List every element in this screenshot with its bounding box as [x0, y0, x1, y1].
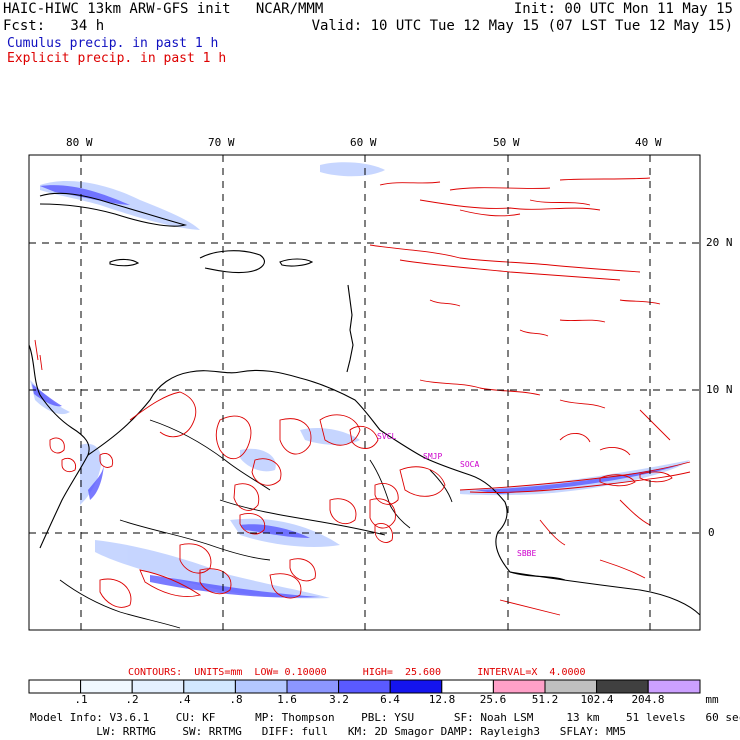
cumulus-legend: Cumulus precip. in past 1 h [7, 36, 219, 51]
colorbar-label-9: 51.2 [531, 693, 559, 706]
cuba-outline [39, 192, 188, 227]
model-info-line1: Model Info: V3.6.1 CU: KF MP: Thompson P… [30, 711, 740, 724]
colorbar-label-11: 204.8 [631, 693, 665, 706]
colorbar-label-10: 102.4 [580, 693, 614, 706]
colorbar-label-0: .1 [74, 693, 88, 706]
colorbar-label-1: .2 [125, 693, 139, 706]
station-sbbe: SBBE [517, 549, 537, 558]
jamaica-outline [109, 258, 140, 267]
colorbar-label-4: 1.6 [277, 693, 297, 706]
south-america-coast [87, 369, 566, 581]
colorbar-box-1 [80, 679, 133, 694]
hispaniola-outline [199, 250, 265, 274]
colorbar-box-8 [441, 679, 494, 694]
model-info-line2: LW: RRTMG SW: RRTMG DIFF: full KM: 2D Sm… [30, 725, 627, 738]
colorbar-box-6 [338, 679, 391, 694]
colorbar-label-5: 3.2 [329, 693, 349, 706]
model-title: HAIC-HIWC 13km ARW-GFS init NCAR/MMM [3, 1, 324, 17]
lat-label-20n: 20 N [706, 236, 733, 249]
valid-time: Valid: 10 UTC Tue 12 May 15 (07 LST Tue … [311, 18, 733, 34]
forecast-hour: Fcst: 34 h [3, 18, 105, 34]
colorbar-box-0 [28, 679, 82, 694]
contour-info: CONTOURS: UNITS=mm LOW= 0.10000 HIGH= 25… [128, 667, 586, 678]
central-america-coast [28, 344, 90, 549]
station-smjp: SMJP [423, 452, 443, 461]
init-time: Init: 00 UTC Mon 11 May 15 [513, 1, 733, 17]
station-soca: SOCA [460, 460, 480, 469]
lon-label-70w: 70 W [208, 136, 235, 149]
graticule [29, 155, 700, 630]
lat-label-10n: 10 N [706, 383, 733, 396]
colorbar-label-8: 25.6 [479, 693, 507, 706]
explicit-precip-contours [34, 177, 691, 616]
colorbar-label-6: 6.4 [380, 693, 400, 706]
station-svcl: SVCL [377, 432, 397, 441]
colorbar-label-7: 12.8 [428, 693, 456, 706]
colorbar-label-2: .4 [177, 693, 191, 706]
colorbar-box-3 [183, 679, 236, 694]
colorbar-box-7 [389, 679, 443, 694]
colorbar-box-11 [596, 679, 649, 694]
colorbar-box-2 [131, 679, 185, 694]
lat-label-0: 0 [708, 526, 715, 539]
lon-label-50w: 50 W [493, 136, 520, 149]
colorbar-box-5 [286, 679, 340, 694]
colorbar-unit: mm [705, 693, 719, 706]
explicit-legend: Explicit precip. in past 1 h [7, 51, 227, 66]
colorbar-box-9 [492, 679, 546, 694]
colorbar-label-3: .8 [229, 693, 243, 706]
lesser-antilles [346, 284, 354, 373]
lon-label-80w: 80 W [66, 136, 93, 149]
lon-label-60w: 60 W [350, 136, 377, 149]
puerto-rico-outline [279, 258, 314, 267]
colorbar-box-10 [544, 679, 598, 694]
colorbar [28, 679, 701, 694]
colorbar-box-4 [234, 679, 288, 694]
coastlines [28, 192, 701, 629]
colorbar-box-12 [647, 679, 701, 694]
lon-label-40w: 40 W [635, 136, 662, 149]
